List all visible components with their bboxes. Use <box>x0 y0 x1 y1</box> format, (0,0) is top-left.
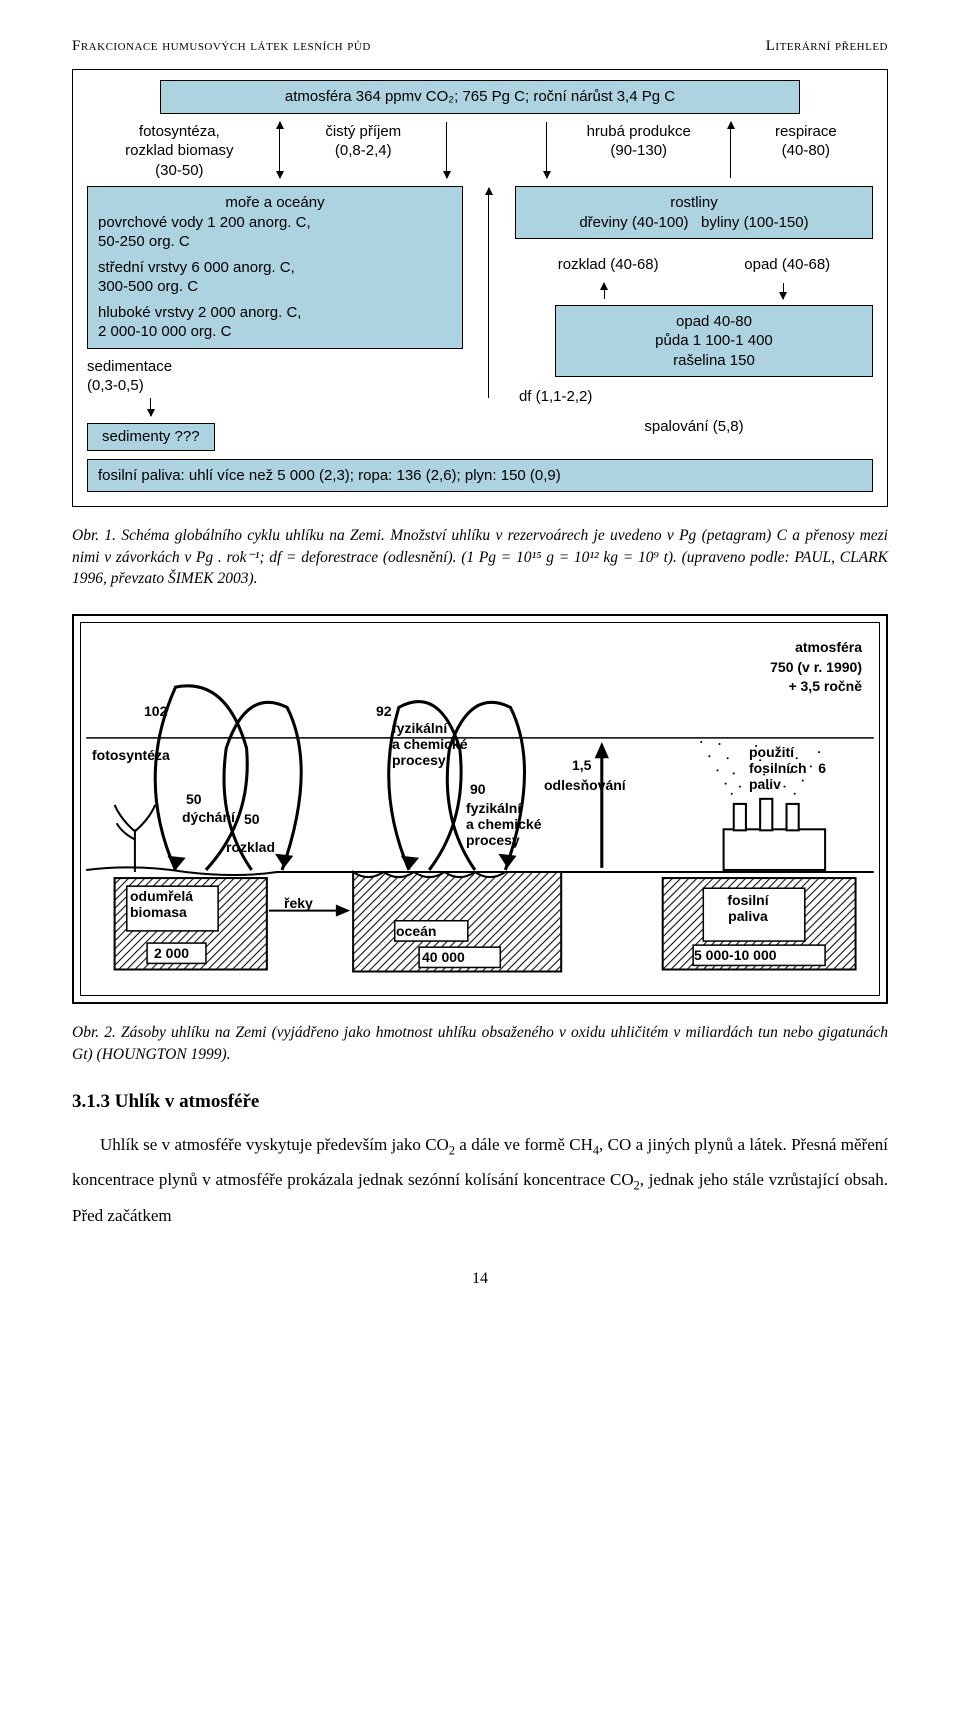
fig1-soil-box: opad 40-80 půda 1 100-1 400 rašelina 150 <box>555 305 873 378</box>
fig2-biomasa-l1: odumřelá <box>130 888 193 904</box>
fig2-v40000: 40 000 <box>422 948 465 968</box>
fig1-sediment-l2: (0,3-0,5) <box>87 376 215 396</box>
fig1-opad: opad (40-68) <box>744 255 830 275</box>
fig2-fyz-a: fyzikální a chemické procesy <box>392 720 468 768</box>
fig1-sediment-l1: sedimentace <box>87 357 215 377</box>
p1b: a dále ve formě CH <box>455 1135 593 1154</box>
fig1-ocean-title: moře a oceány <box>98 193 452 213</box>
fig1-prod-l2: (90-130) <box>555 141 723 161</box>
fig1-ocean-l2: 50-250 org. C <box>98 232 452 252</box>
fig1-plants-box: rostliny dřeviny (40-100) byliny (100-15… <box>515 186 873 239</box>
fig1-soil-l2: půda 1 100-1 400 <box>566 331 862 351</box>
figure-2-caption: Obr. 2. Zásoby uhlíku na Zemi (vyjádřeno… <box>72 1022 888 1065</box>
fig2-v2000: 2 000 <box>154 944 189 964</box>
fig1-plants-title: rostliny <box>526 193 862 213</box>
fig1-ocean-l1: povrchové vody 1 200 anorg. C, <box>98 213 452 233</box>
section-para: Uhlík se v atmosféře vyskytuje především… <box>72 1128 888 1232</box>
fig2-v1_5: 1,5 <box>572 756 591 776</box>
fig2-atmos-l2: 750 (v r. 1990) <box>770 658 862 678</box>
page-number: 14 <box>72 1268 888 1290</box>
section-heading: 3.1.3 Uhlík v atmosféře <box>72 1089 888 1116</box>
caption2-label: Obr. 2. <box>72 1024 116 1041</box>
fig1-prijem-l2: (0,8-2,4) <box>288 141 439 161</box>
fig1-soil-l1: opad 40-80 <box>566 312 862 332</box>
fig2-v50b: 50 <box>244 810 260 830</box>
p1a: Uhlík se v atmosféře vyskytuje především… <box>100 1135 449 1154</box>
fig2-v102: 102 <box>144 702 167 722</box>
fig2-ocean: oceán <box>396 922 436 942</box>
fig2-v50a: 50 <box>186 790 202 810</box>
fig2-fyz-b: fyzikální a chemické procesy <box>466 800 542 848</box>
fig1-resp-l1: respirace <box>739 122 873 142</box>
fig2-fossil-l3: 5 000-10 000 <box>694 946 777 966</box>
fig1-prod-l1: hrubá produkce <box>555 122 723 142</box>
fig1-ocean-l3: střední vrstvy 6 000 anorg. C, <box>98 258 452 278</box>
fig2-odles: odlesňování <box>544 776 626 796</box>
fig2-fossil: fosilní paliva <box>708 892 788 924</box>
fig1-fossil-box: fosilní paliva: uhlí více než 5 000 (2,3… <box>87 459 873 493</box>
fig2-v92: 92 <box>376 702 392 722</box>
header-right: Literární přehled <box>766 36 888 57</box>
fig2-atmos-l3: + 3,5 ročně <box>770 677 862 697</box>
fig2-reky: řeky <box>284 894 313 914</box>
fig2-v6: 6 <box>818 760 826 776</box>
caption2-text: Zásoby uhlíku na Zemi (vyjádřeno jako hm… <box>72 1024 888 1063</box>
fig1-spalovani: spalování (5,8) <box>515 417 873 437</box>
figure-2: atmosféra 750 (v r. 1990) + 3,5 ročně 10… <box>72 614 888 1004</box>
fig1-prijem-l1: čistý příjem <box>288 122 439 142</box>
fig2-biomasa-l2: biomasa <box>130 904 193 920</box>
fig1-ocean-box: moře a oceány povrchové vody 1 200 anorg… <box>87 186 463 349</box>
fig1-fotosynteza-l1: fotosyntéza, <box>87 122 272 142</box>
running-header: Frakcionace humusových látek lesních půd… <box>72 36 888 57</box>
figure-1-caption: Obr. 1. Schéma globálního cyklu uhlíku n… <box>72 525 888 590</box>
fig1-fotosynteza-l3: (30-50) <box>87 161 272 181</box>
fig2-atmos: atmosféra 750 (v r. 1990) + 3,5 ročně <box>770 638 862 697</box>
fig2-rozklad: rozklad <box>226 838 275 858</box>
fig2-atmos-l1: atmosféra <box>770 638 862 658</box>
fig1-ocean-l4: 300-500 org. C <box>98 277 452 297</box>
caption1-label: Obr. 1. <box>72 527 116 544</box>
fig1-resp-l2: (40-80) <box>739 141 873 161</box>
fig2-v90: 90 <box>470 780 486 800</box>
fig2-biomasa: odumřelá biomasa <box>130 888 193 920</box>
fig1-df: df (1,1-2,2) <box>515 387 873 407</box>
fig1-rozklad: rozklad (40-68) <box>558 255 659 275</box>
header-left: Frakcionace humusových látek lesních půd <box>72 36 371 57</box>
figure-1: atmosféra 364 ppmv CO₂; 765 Pg C; roční … <box>72 69 888 507</box>
caption1-text: Schéma globálního cyklu uhlíku na Zemi. … <box>72 527 888 587</box>
fig1-sedimenty-box: sedimenty ??? <box>87 423 215 451</box>
fig1-ocean-l6: 2 000-10 000 org. C <box>98 322 452 342</box>
fig2-dych: dýchání <box>182 808 235 828</box>
fig1-ocean-l5: hluboké vrstvy 2 000 anorg. C, <box>98 303 452 323</box>
fig1-fotosynteza-l2: rozklad biomasy <box>87 141 272 161</box>
fig1-soil-l3: rašelina 150 <box>566 351 862 371</box>
fig2-foto: fotosyntéza <box>92 746 170 766</box>
fig1-plants-row: dřeviny (40-100) byliny (100-150) <box>526 213 862 233</box>
fig1-atmosphere-box: atmosféra 364 ppmv CO₂; 765 Pg C; roční … <box>160 80 800 114</box>
fig2-pouziti: použití fosilních 6 paliv <box>749 744 826 792</box>
